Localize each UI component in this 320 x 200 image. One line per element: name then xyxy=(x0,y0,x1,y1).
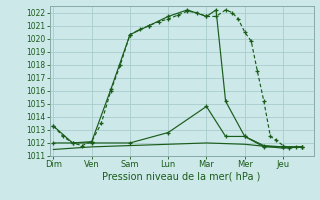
X-axis label: Pression niveau de la mer( hPa ): Pression niveau de la mer( hPa ) xyxy=(102,172,261,182)
